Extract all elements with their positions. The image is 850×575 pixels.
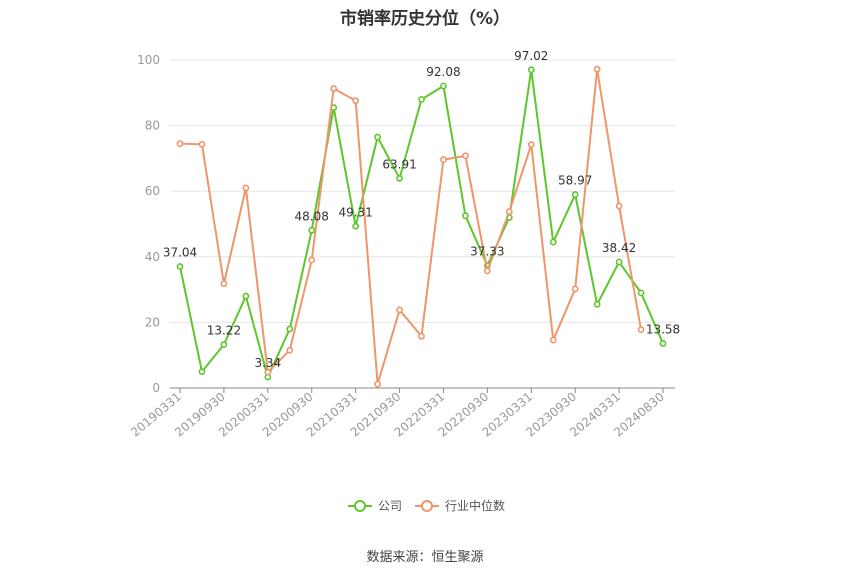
y-tick-label: 40 [145,250,160,264]
data-point [440,82,447,90]
data-point [198,140,206,148]
data-point [374,380,381,388]
data-point [176,263,184,270]
series-line-1 [179,69,643,385]
data-point [396,174,403,182]
data-point [242,292,250,300]
data-point [659,340,667,347]
data-label: 92.08 [426,65,460,79]
data-point [549,238,557,246]
data-label: 48.08 [295,209,329,223]
data-point [593,300,601,308]
legend-label: 行业中位数 [445,498,505,513]
y-tick-label: 60 [145,184,160,198]
data-point [396,306,403,314]
data-label: 37.04 [163,246,197,260]
legend-marker [354,500,366,512]
data-point [308,226,316,234]
data-point [198,368,206,375]
data-point [418,95,425,103]
data-label: 13.22 [207,324,241,338]
data-point [462,152,469,160]
data-label: 3.34 [254,356,281,370]
data-point [286,346,294,354]
data-source: 数据来源：恒生聚源 [366,550,484,565]
data-point [637,289,645,297]
data-point [330,85,338,92]
data-point [549,336,557,344]
y-tick-label: 20 [145,315,160,329]
data-point [220,341,228,349]
data-label: 37.33 [470,245,504,259]
legend-label: 公司 [378,499,402,513]
data-point [440,156,447,164]
data-point [637,326,645,334]
data-point [527,66,535,74]
data-point [374,133,381,141]
data-point [571,285,579,293]
data-labels: 37.04 13.22 3.34 48.08 49.31 63.91 92.08 37.33 9… [163,49,680,370]
data-point [527,141,535,149]
y-tick-label: 100 [137,53,160,67]
data-point [505,208,513,215]
chart-title: 市销率历史分位（%） [339,9,511,29]
y-tick-label: 0 [152,381,160,395]
data-point [286,325,294,333]
data-point [615,258,623,266]
data-point [242,184,250,192]
data-label: 97.02 [514,49,548,63]
data-point [483,267,491,275]
series-layer [176,65,667,388]
data-point [462,212,469,220]
data-point [308,256,316,264]
data-point [352,222,360,230]
data-label: 13.58 [646,322,680,336]
legend-marker [421,500,433,512]
legend: 公司 行业中位数 [348,498,505,513]
data-point [418,332,425,340]
data-label: 49.31 [338,205,372,219]
data-point [176,140,184,148]
data-label: 63.91 [382,157,416,171]
y-tick-label: 80 [145,119,160,133]
data-point [615,202,623,210]
data-point [571,191,579,198]
data-point [264,368,272,376]
data-point [352,97,360,105]
data-label: 38.42 [602,241,636,255]
data-label: 58.97 [558,174,592,188]
data-point [593,65,601,73]
data-point [220,280,228,288]
